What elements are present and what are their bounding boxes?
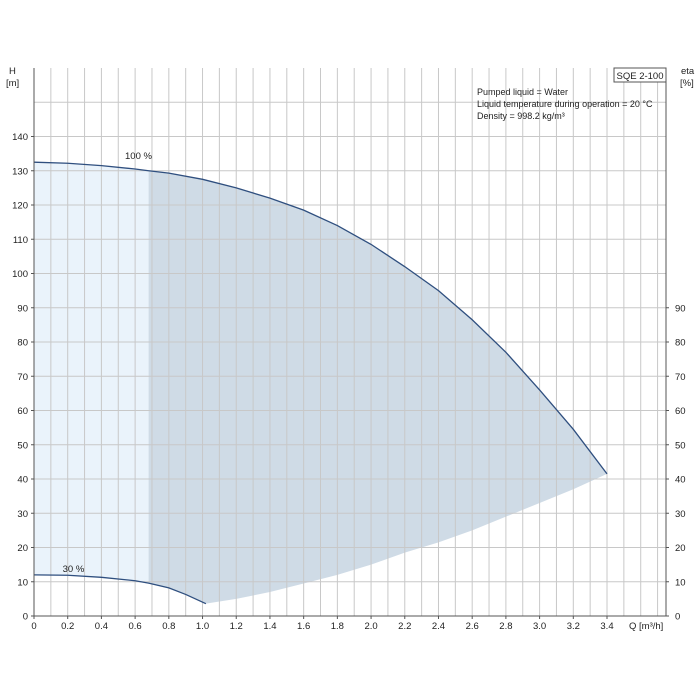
y2-tick-label: 40 [675,475,686,486]
x-tick-label: 0.4 [95,621,108,632]
y2-tick-label: 30 [675,509,686,520]
x-tick-label: 2.6 [466,621,479,632]
y-tick-label: 0 [23,612,28,623]
x-tick-label: 2.8 [499,621,512,632]
y2-tick-label: 0 [675,612,680,623]
x-tick-labels: 0 0.2 0.4 0.6 0.8 1.0 1.2 1.4 1.6 1.8 2.0 2.2 2.4 2.6… [31,616,614,632]
y2-tick-label: 70 [675,372,686,383]
y2-tick-label: 50 [675,440,686,451]
x-tick-label: 2.4 [432,621,445,632]
info-line: Density = 998.2 kg/m³ [477,111,565,121]
chart-title: SQE 2-100 [617,71,664,82]
y2-tick-label: 10 [675,577,686,588]
grid-lines [34,68,666,616]
y-tick-label: 120 [12,201,28,212]
x-axis-title: Q [m³/h] [629,621,663,632]
y-tick-label: 40 [17,475,28,486]
y-tick-label: 110 [13,235,28,246]
y-tick-label: 100 [12,269,28,280]
x-tick-label: 1.4 [263,621,276,632]
x-tick-label: 1.2 [230,621,243,632]
axis-labels: 100 % 30 % H[m] eta[%] Q [m³/h] [6,66,695,632]
curve-100-percent [33,161,608,475]
title-box [613,67,667,83]
y-tick-label: 20 [17,543,28,554]
y-tick-label: 30 [17,509,28,520]
y2-tick-label: 90 [675,303,686,314]
operating-area [34,162,608,604]
y-tick-label: 50 [17,440,28,451]
series-label-100: 100 % [125,151,152,162]
y-tick-label: 90 [17,303,28,314]
x-tick-label: 3.2 [567,621,580,632]
x-tick-label: 0.2 [61,621,74,632]
y-tick-label: 80 [17,338,28,349]
dark-fill-region [148,170,608,604]
light-fill-region [34,162,149,584]
series-label-30: 30 % [63,564,85,575]
info-line: Pumped liquid = Water [477,87,568,97]
y2-tick-label: 80 [675,338,686,349]
info-line: Liquid temperature during operation = 20… [477,99,653,109]
y-tick-label: 60 [17,406,28,417]
y-tick-labels: 0 10 20 30 40 50 60 70 80 90 100 110 120 130 140 [12,132,34,623]
x-tick-label: 1.8 [331,621,344,632]
x-tick-label: 3.0 [533,621,546,632]
y-tick-label: 140 [12,132,28,143]
y-tick-label: 10 [17,577,28,588]
x-tick-label: 0.6 [129,621,142,632]
info-block: SQE 2-100 Pumped liquid = Water Liquid tem… [477,67,667,121]
y2-axis-unit: [%] [680,78,694,89]
x-tick-label: 0.8 [162,621,175,632]
y-tick-label: 70 [17,372,28,383]
y2-axis-title: eta [681,66,695,77]
x-tick-label: 3.4 [600,621,613,632]
curves [33,161,608,605]
x-tick-label: 0 [31,621,36,632]
x-tick-label: 2.0 [364,621,377,632]
y-axis-unit: [m] [6,78,19,89]
y2-tick-labels: 0 10 20 30 40 50 60 70 80 90 [666,303,686,623]
curve-30-percent [33,574,207,605]
x-tick-label: 2.2 [398,621,411,632]
y-tick-label: 130 [12,166,28,177]
y2-tick-label: 60 [675,406,686,417]
y2-tick-label: 20 [675,543,686,554]
x-tick-label: 1.0 [196,621,209,632]
x-tick-label: 1.6 [297,621,310,632]
y-axis-title: H [9,66,16,77]
